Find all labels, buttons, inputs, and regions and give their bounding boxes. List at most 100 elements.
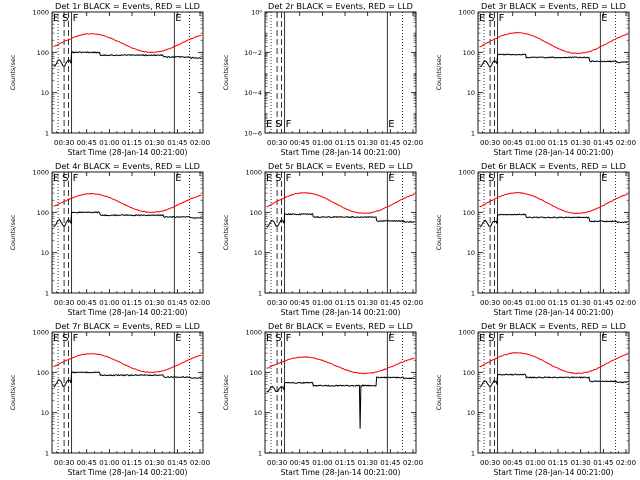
x-tick-label: 01:00 bbox=[99, 299, 119, 307]
marker-label-e: E bbox=[479, 173, 485, 184]
x-tick-label: 01:00 bbox=[99, 459, 119, 467]
marker-label-e: E bbox=[53, 173, 59, 184]
y-tick-label: 1 bbox=[45, 290, 49, 298]
x-tick-label: 01:30 bbox=[145, 139, 165, 147]
x-axis-label: Start Time (28-Jan-14 00:21:00) bbox=[494, 468, 614, 477]
x-tick-label: 00:30 bbox=[480, 299, 500, 307]
det-chart-8: Det 8r BLACK = Events, RED = LLD Counts/s… bbox=[222, 321, 423, 477]
det-panel-3: Det 3r BLACK = Events, RED = LLD Counts/s… bbox=[426, 0, 639, 160]
series-events bbox=[266, 212, 415, 228]
marker-label-e-end: E bbox=[601, 333, 607, 344]
x-tick-label: 01:00 bbox=[312, 139, 332, 147]
y-tick-label: 10−2 bbox=[244, 49, 262, 57]
det-panel-6: Det 6r BLACK = Events, RED = LLD Counts/s… bbox=[426, 160, 639, 320]
x-tick-label: 01:45 bbox=[167, 459, 187, 467]
x-tick-label: 01:30 bbox=[571, 459, 591, 467]
x-tick-label: 00:30 bbox=[267, 139, 287, 147]
x-tick-label: 01:00 bbox=[525, 299, 545, 307]
panel-title: Det 7r BLACK = Events, RED = LLD bbox=[55, 321, 200, 331]
x-tick-label: 00:30 bbox=[54, 459, 74, 467]
x-tick-label: 02:00 bbox=[190, 299, 210, 307]
series-lld bbox=[53, 192, 202, 214]
x-tick-label: 01:45 bbox=[593, 459, 613, 467]
x-tick-label: 01:00 bbox=[525, 459, 545, 467]
y-tick-label: 1000 bbox=[245, 169, 262, 177]
x-tick-label: 01:45 bbox=[380, 459, 400, 467]
det-chart-6: Det 6r BLACK = Events, RED = LLD Counts/s… bbox=[435, 161, 636, 317]
plot-frame bbox=[477, 171, 630, 294]
marker-label-s: S bbox=[275, 173, 281, 184]
marker-label-s: S bbox=[62, 13, 68, 24]
det-chart-2: Det 2r BLACK = Events, RED = LLD Counts/s… bbox=[222, 1, 423, 157]
x-tick-label: 01:15 bbox=[335, 139, 355, 147]
det-panel-5: Det 5r BLACK = Events, RED = LLD Counts/s… bbox=[213, 160, 426, 320]
x-axis-label: Start Time (28-Jan-14 00:21:00) bbox=[281, 148, 401, 157]
marker-label-e-end: E bbox=[601, 13, 607, 24]
y-tick-label: 1 bbox=[258, 450, 262, 458]
x-tick-label: 02:00 bbox=[403, 459, 423, 467]
marker-label-s: S bbox=[488, 333, 494, 344]
series-events bbox=[53, 51, 202, 67]
y-tick-label: 10 bbox=[41, 89, 49, 97]
marker-label-e: E bbox=[266, 119, 272, 130]
marker-label-e: E bbox=[266, 173, 272, 184]
y-tick-label: 100 bbox=[463, 369, 475, 377]
marker-label-s: S bbox=[488, 173, 494, 184]
marker-label-s: S bbox=[62, 173, 68, 184]
marker-label-f: F bbox=[286, 333, 292, 344]
series-events bbox=[479, 53, 628, 68]
x-tick-label: 00:45 bbox=[290, 299, 310, 307]
x-axis-label: Start Time (28-Jan-14 00:21:00) bbox=[281, 308, 401, 317]
marker-label-e-end: E bbox=[388, 333, 394, 344]
y-axis-label: Counts/sec bbox=[435, 214, 443, 250]
x-tick-label: 01:30 bbox=[145, 299, 165, 307]
det-panel-9: Det 9r BLACK = Events, RED = LLD Counts/s… bbox=[426, 320, 639, 480]
x-tick-label: 01:15 bbox=[548, 459, 568, 467]
det-chart-9: Det 9r BLACK = Events, RED = LLD Counts/s… bbox=[435, 321, 636, 477]
marker-label-s: S bbox=[275, 333, 281, 344]
det-panel-8: Det 8r BLACK = Events, RED = LLD Counts/s… bbox=[213, 320, 426, 480]
x-axis-label: Start Time (28-Jan-14 00:21:00) bbox=[68, 308, 188, 317]
marker-label-s: S bbox=[488, 13, 494, 24]
x-tick-label: 01:00 bbox=[312, 299, 332, 307]
marker-label-f: F bbox=[286, 119, 292, 130]
plot-frame bbox=[264, 171, 417, 294]
x-tick-label: 00:30 bbox=[54, 139, 74, 147]
y-tick-label: 10 bbox=[467, 409, 475, 417]
y-tick-label: 1 bbox=[258, 290, 262, 298]
y-tick-label: 10 bbox=[254, 409, 262, 417]
panel-title: Det 8r BLACK = Events, RED = LLD bbox=[268, 321, 413, 331]
x-tick-label: 01:45 bbox=[167, 139, 187, 147]
x-axis-label: Start Time (28-Jan-14 00:21:00) bbox=[494, 148, 614, 157]
series-events bbox=[53, 211, 202, 228]
panel-title: Det 1r BLACK = Events, RED = LLD bbox=[55, 1, 200, 11]
x-tick-label: 02:00 bbox=[616, 139, 636, 147]
x-tick-label: 01:30 bbox=[571, 299, 591, 307]
x-tick-label: 00:45 bbox=[77, 459, 97, 467]
y-axis-label: Counts/sec bbox=[9, 54, 17, 90]
det-panel-7: Det 7r BLACK = Events, RED = LLD Counts/s… bbox=[0, 320, 213, 480]
x-tick-label: 02:00 bbox=[190, 459, 210, 467]
x-tick-label: 00:30 bbox=[267, 459, 287, 467]
marker-label-f: F bbox=[499, 333, 505, 344]
marker-label-e: E bbox=[479, 13, 485, 24]
x-tick-label: 00:30 bbox=[480, 459, 500, 467]
x-tick-label: 00:30 bbox=[54, 299, 74, 307]
y-tick-label: 1 bbox=[45, 450, 49, 458]
y-tick-label: 1 bbox=[471, 130, 475, 138]
y-tick-label: 100 bbox=[250, 369, 262, 377]
plot-frame bbox=[264, 11, 417, 134]
marker-label-f: F bbox=[73, 333, 79, 344]
x-tick-label: 01:45 bbox=[593, 139, 613, 147]
panel-title: Det 2r BLACK = Events, RED = LLD bbox=[268, 1, 413, 11]
x-axis-label: Start Time (28-Jan-14 00:21:00) bbox=[68, 468, 188, 477]
det-panel-4: Det 4r BLACK = Events, RED = LLD Counts/s… bbox=[0, 160, 213, 320]
marker-label-s: S bbox=[62, 333, 68, 344]
panel-title: Det 9r BLACK = Events, RED = LLD bbox=[481, 321, 626, 331]
x-tick-label: 01:45 bbox=[593, 299, 613, 307]
plot-frame bbox=[477, 11, 630, 134]
y-tick-label: 1000 bbox=[245, 329, 262, 337]
marker-label-e: E bbox=[266, 333, 272, 344]
plot-frame bbox=[477, 331, 630, 454]
plot-frame bbox=[51, 11, 204, 134]
